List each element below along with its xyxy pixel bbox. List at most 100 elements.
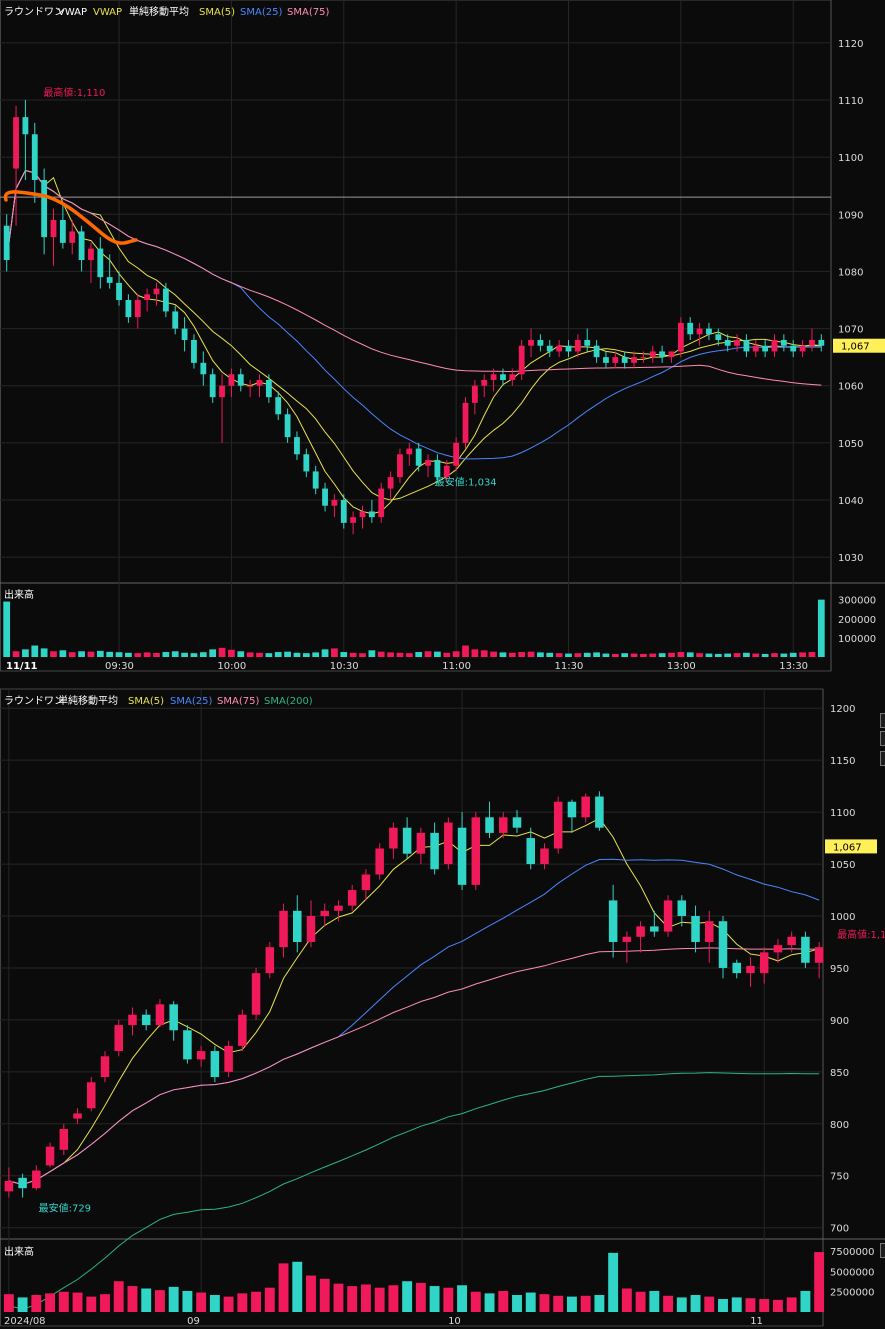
candle-body — [125, 300, 132, 318]
candle-body — [210, 1051, 220, 1078]
candle-body — [41, 180, 48, 238]
x-tick-label: 11:00 — [442, 661, 471, 672]
candle-body — [540, 848, 549, 865]
candle-body — [406, 448, 413, 455]
current-price-tag — [833, 338, 885, 353]
daily-chart[interactable]: 最高値:1,130 最安値:729 700 750 800 850 900 950 1000 1… — [0, 688, 885, 1327]
candle-body — [705, 921, 714, 942]
candle-body — [279, 910, 288, 948]
daily-price-pane[interactable]: 最高値:1,130 最安値:729 — [4, 791, 885, 1310]
candle-body — [155, 1004, 165, 1026]
volume-bar — [3, 601, 11, 657]
volume-bar — [3, 1294, 14, 1312]
candle-body — [209, 374, 216, 398]
current-price-tag — [825, 839, 877, 854]
volume-bar — [733, 653, 741, 657]
volume-bar — [199, 652, 207, 657]
candle-body — [509, 374, 516, 380]
volume-bar — [96, 650, 104, 657]
volume-tick-label: 5000000 — [830, 1267, 875, 1278]
sma200-line-daily — [8, 1072, 820, 1310]
intraday-price-pane[interactable]: 最高値:1,110 最安値:1,034 — [0, 86, 831, 535]
candle-body — [556, 345, 563, 352]
candle-body — [443, 465, 450, 478]
candle-body — [331, 500, 338, 506]
volume-bar — [759, 1299, 770, 1312]
candle-body — [481, 380, 488, 386]
candle-body — [350, 517, 357, 523]
volume-bar — [553, 1295, 564, 1312]
volume-tick-label: 200000 — [838, 615, 876, 626]
candle-body — [347, 890, 357, 906]
volume-bar — [539, 1294, 550, 1312]
candle-body — [375, 848, 384, 875]
candle-body — [752, 345, 759, 352]
x-tick-label: 13:00 — [667, 661, 696, 672]
candle-body — [181, 328, 188, 340]
y-tick-label: 750 — [830, 1172, 849, 1183]
volume-bar — [525, 1292, 536, 1312]
volume-bar — [649, 1290, 660, 1312]
candle-body — [434, 460, 441, 478]
candle-body — [771, 340, 778, 352]
volume-bar — [125, 652, 132, 657]
volume-bar — [347, 1286, 358, 1312]
y-tick-label: 700 — [830, 1224, 849, 1235]
volume-bar — [87, 651, 95, 657]
volume-bar — [537, 652, 544, 657]
volume-toggle-button[interactable] — [880, 1243, 885, 1258]
candle-body — [69, 231, 76, 243]
volume-bar — [251, 1291, 262, 1312]
candle-body — [650, 926, 659, 932]
legend-vwap: VWAP — [93, 7, 122, 18]
volume-bar — [127, 1286, 138, 1312]
volume-bar — [752, 653, 760, 657]
volume-bar — [306, 1275, 316, 1312]
volume-bar — [115, 652, 123, 657]
volume-bar — [663, 1295, 674, 1312]
volume-bar — [668, 652, 675, 657]
candle-body — [565, 345, 572, 352]
max-price-label: 最高値:1,130 — [837, 928, 885, 941]
y-tick-label: 1100 — [830, 808, 855, 819]
volume-bar — [31, 645, 39, 657]
y-tick-label: 850 — [830, 1068, 849, 1079]
candle-body — [612, 357, 619, 363]
volume-bar — [246, 652, 254, 657]
intraday-date-label: 11/11 — [6, 661, 38, 672]
chart-setting-button[interactable] — [880, 751, 885, 766]
volume-bar — [745, 1298, 756, 1312]
candle-body — [172, 311, 179, 329]
volume-bar — [237, 1293, 248, 1312]
volume-bar — [658, 653, 666, 657]
candle-body — [368, 511, 375, 518]
legend-sma5: SMA(5) — [199, 7, 235, 18]
volume-bar — [209, 649, 217, 657]
sma75-line-daily — [8, 947, 820, 1186]
volume-bar — [457, 1285, 468, 1312]
x-tick-label: 10:00 — [217, 661, 246, 672]
volume-bar — [772, 1299, 783, 1312]
volume-bar — [162, 652, 170, 657]
volume-bar — [228, 649, 235, 657]
volume-bar — [499, 652, 507, 657]
candle-body — [18, 1177, 27, 1189]
candle-body — [322, 488, 328, 506]
candle-body — [457, 827, 467, 885]
volume-bar — [134, 653, 142, 657]
volume-bar — [484, 1293, 495, 1312]
zoom-out-button[interactable] — [880, 731, 885, 746]
zoom-in-button[interactable] — [880, 713, 885, 728]
candle-body — [706, 328, 712, 335]
volume-bar — [602, 653, 610, 657]
volume-bar — [340, 652, 348, 657]
volume-bar — [640, 653, 647, 657]
y-tick-label: 1150 — [830, 756, 855, 767]
candle-body — [546, 345, 553, 352]
candle-body — [773, 945, 783, 953]
volume-bar — [743, 652, 750, 657]
volume-bar — [58, 1291, 69, 1312]
candle-body — [490, 374, 497, 380]
